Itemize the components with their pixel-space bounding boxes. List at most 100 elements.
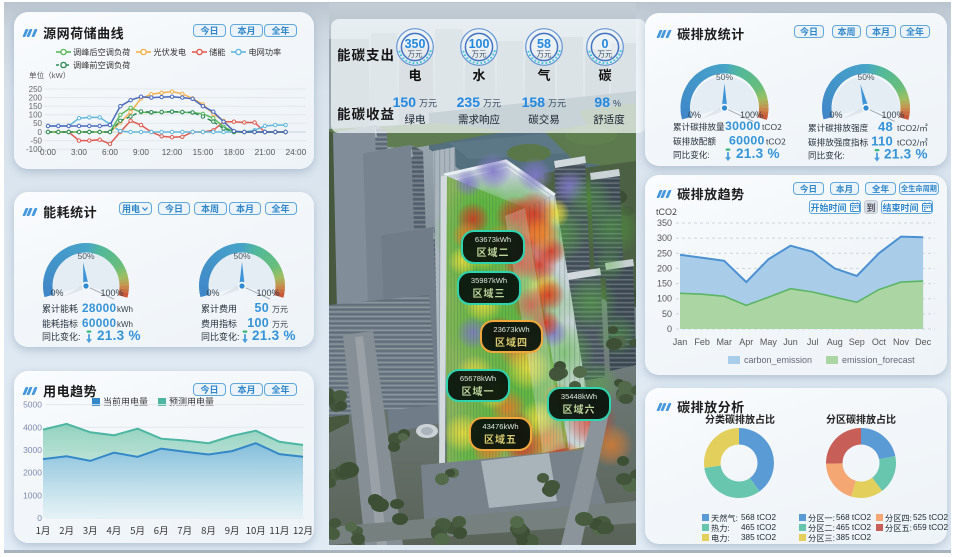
svg-text:200: 200 [657,263,672,273]
svg-text:-50: -50 [30,136,42,145]
svg-text:万元: 万元 [408,49,423,60]
svg-text:0%: 0% [206,288,219,298]
svg-text:50: 50 [254,301,269,315]
svg-text:Dec: Dec [915,337,932,347]
svg-text:158: 158 [522,94,546,110]
svg-text:50: 50 [662,309,672,319]
svg-text:50%: 50% [77,251,94,261]
svg-text:100%: 100% [881,110,904,120]
svg-text:4月: 4月 [107,523,122,537]
svg-text:21.3 %: 21.3 % [97,328,141,343]
svg-text:8月: 8月 [201,523,216,537]
svg-text:100: 100 [657,294,672,304]
svg-text:21.3 %: 21.3 % [252,328,296,343]
svg-text:200: 200 [29,93,43,102]
svg-text:150: 150 [657,279,672,289]
svg-text:250: 250 [657,248,672,258]
svg-text:万元: 万元 [483,97,501,110]
svg-text:60000: 60000 [82,316,116,330]
svg-text:100%: 100% [740,110,763,120]
svg-text:110: 110 [871,134,893,149]
svg-text:5月: 5月 [130,523,145,537]
svg-text:Aug: Aug [827,337,843,347]
svg-text:水: 水 [472,65,485,84]
svg-text:万元: 万元 [472,49,487,60]
svg-text:0: 0 [37,513,42,523]
svg-text:9月: 9月 [225,523,240,537]
svg-text:需求响应: 需求响应 [458,112,500,127]
svg-text:万元: 万元 [548,97,566,110]
svg-text:电: 电 [408,65,421,84]
svg-text:2000: 2000 [23,468,42,478]
svg-text:21:00: 21:00 [255,148,276,157]
svg-text:万元: 万元 [598,49,613,60]
svg-text:6:00: 6:00 [102,148,118,157]
svg-text:费用指标: 费用指标 [201,317,237,330]
svg-text:May: May [760,337,778,347]
svg-text:0: 0 [38,128,43,137]
svg-text:50%: 50% [716,72,733,82]
svg-text:碳排放配额: 碳排放配额 [673,136,716,148]
svg-text:同比变化:: 同比变化: [42,330,81,343]
svg-text:3:00: 3:00 [71,148,87,157]
svg-text:1月: 1月 [36,523,51,537]
svg-text:0:00: 0:00 [40,148,56,157]
svg-text:0%: 0% [829,110,842,120]
svg-text:7月: 7月 [177,523,192,537]
svg-text:0%: 0% [688,110,701,120]
svg-text:碳交易: 碳交易 [528,112,560,127]
svg-text:30000: 30000 [725,119,761,133]
svg-text:累计费用: 累计费用 [201,302,237,315]
svg-text:万元: 万元 [537,49,552,60]
svg-text:0%: 0% [50,288,63,298]
svg-text:tCO2/㎡: tCO2/㎡ [897,137,928,149]
svg-text:350: 350 [405,37,426,51]
svg-text:15:00: 15:00 [193,148,214,157]
svg-text:万元: 万元 [272,304,288,315]
svg-text:碳: 碳 [598,65,611,84]
svg-text:0: 0 [602,37,609,51]
svg-text:28000: 28000 [82,301,116,315]
svg-text:150: 150 [29,102,43,111]
svg-text:250: 250 [29,85,43,94]
svg-text:24:00: 24:00 [286,148,307,157]
svg-text:Oct: Oct [872,337,887,347]
svg-text:气: 气 [537,65,550,84]
svg-text:60000: 60000 [729,134,765,148]
svg-text:100: 100 [469,37,490,51]
svg-text:3月: 3月 [83,523,98,537]
svg-text:%: % [613,97,621,110]
svg-text:12月: 12月 [293,523,313,537]
svg-text:累计碳排放强度: 累计碳排放强度 [808,122,869,134]
svg-text:50%: 50% [233,251,250,261]
svg-text:kWh: kWh [117,304,133,315]
svg-text:48: 48 [878,119,893,134]
svg-text:Nov: Nov [893,337,910,347]
svg-text:tCO2/㎡: tCO2/㎡ [897,122,928,134]
svg-text:tCO2: tCO2 [762,121,782,133]
svg-text:能耗指标: 能耗指标 [42,317,78,330]
svg-text:3000: 3000 [23,445,42,455]
svg-text:tCO2: tCO2 [766,136,786,148]
svg-text:绿电: 绿电 [405,112,426,127]
svg-text:300: 300 [657,233,672,243]
svg-text:万元: 万元 [419,97,437,110]
svg-text:150: 150 [393,94,417,110]
svg-text:58: 58 [537,37,551,51]
svg-text:11月: 11月 [269,523,289,537]
svg-text:10月: 10月 [246,523,266,537]
svg-text:50%: 50% [857,72,874,82]
svg-text:1000: 1000 [23,490,42,500]
svg-text:100%: 100% [100,288,123,298]
svg-text:100: 100 [29,111,43,120]
svg-text:kWh: kWh [117,319,133,330]
svg-text:碳排放强度指标: 碳排放强度指标 [808,137,869,149]
svg-text:6月: 6月 [154,523,169,537]
svg-text:万元: 万元 [272,319,288,330]
svg-text:98: 98 [594,94,610,110]
svg-text:21.3 %: 21.3 % [884,147,928,162]
svg-text:同比变化:: 同比变化: [201,330,240,343]
svg-text:同比变化:: 同比变化: [673,149,710,161]
svg-text:0: 0 [667,324,672,334]
svg-text:18:00: 18:00 [224,148,245,157]
